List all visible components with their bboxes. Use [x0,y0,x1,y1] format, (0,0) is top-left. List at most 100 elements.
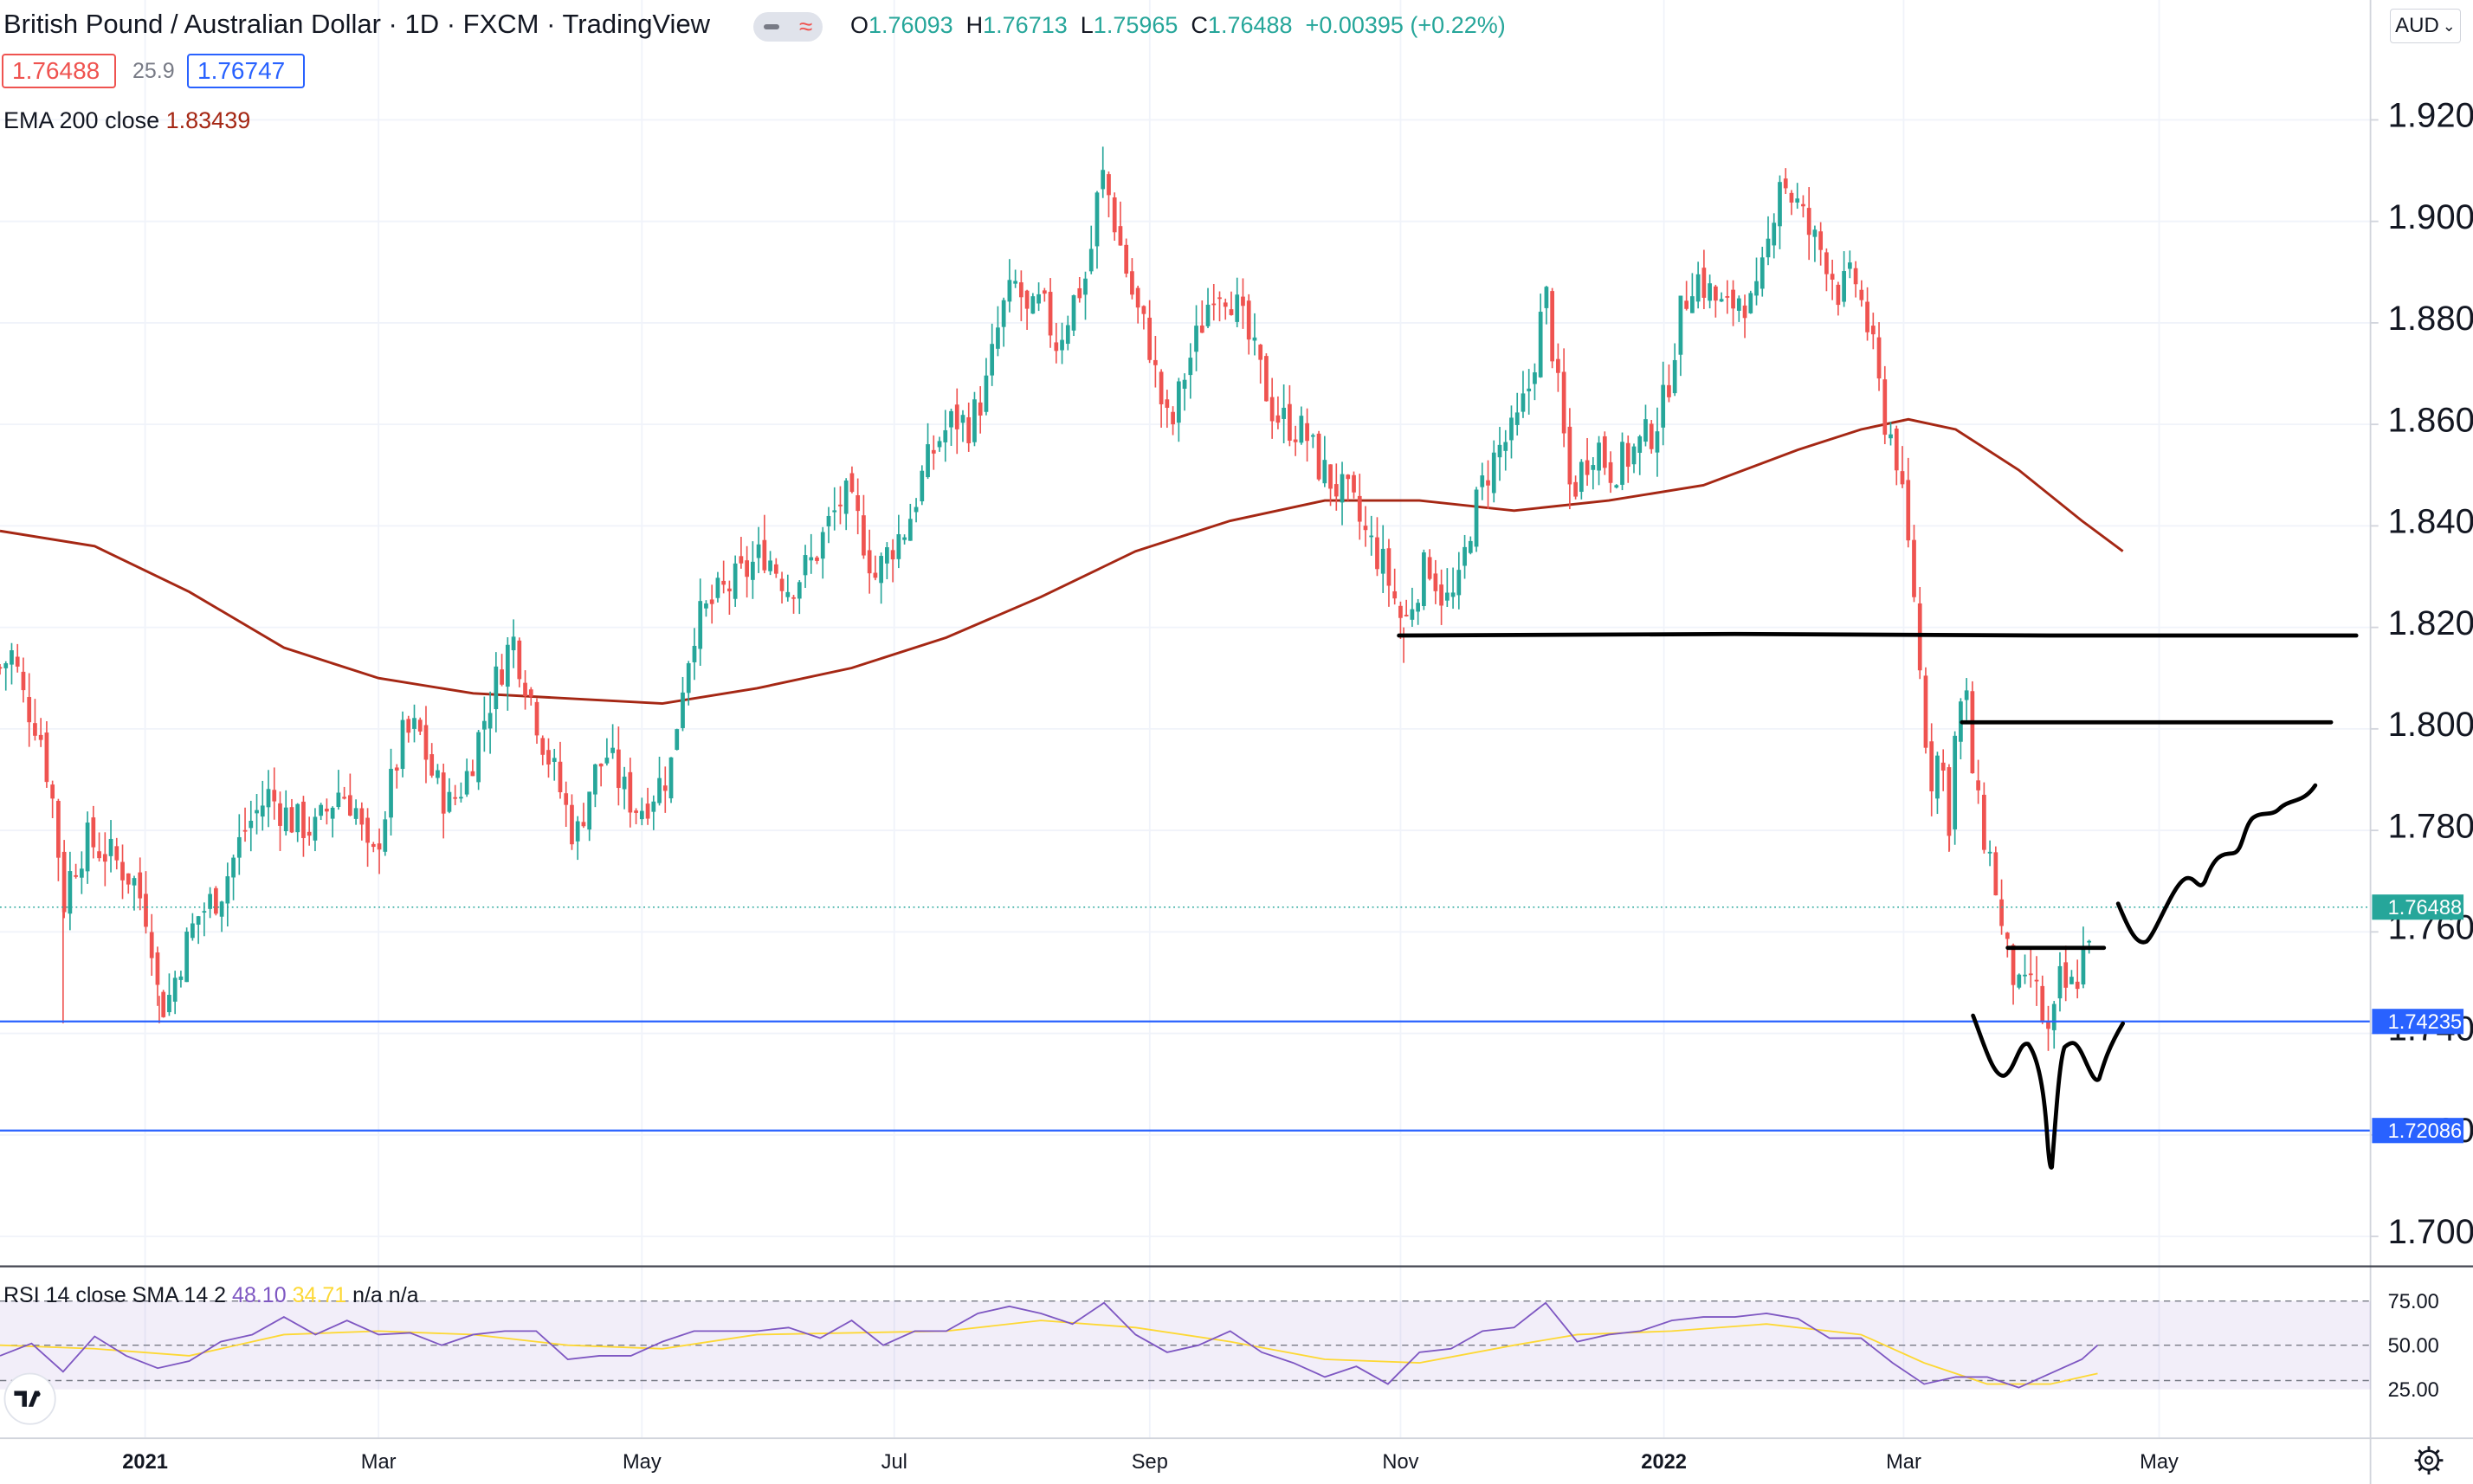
price-axis[interactable]: 1.92000 1.90000 1.88000 1.86000 1.84000 1.820… [2370,97,2473,1252]
candle [1597,436,1601,486]
candle [27,673,32,747]
candle [389,748,393,836]
candle [1789,190,1794,216]
candle [319,803,324,821]
candle [1299,406,1304,445]
candle [365,808,370,868]
candle [172,971,178,1015]
support-lines[interactable] [0,1020,2371,1132]
close-label: C [1191,12,1208,38]
candle [1818,222,1824,266]
visibility-toggle[interactable]: ≈ [753,12,823,42]
candle [862,494,866,559]
price-tick-label: 1.86000 [2388,401,2473,439]
candle [885,542,889,579]
candle [1538,294,1543,378]
buy-price-button[interactable]: 1.76747 [187,54,305,88]
currency-button[interactable]: AUD ⌄ [2390,9,2461,43]
candle [773,558,778,578]
candle [1748,290,1753,314]
price-tick-label: 1.80000 [2388,706,2473,744]
inverse-head-shoulders [1971,1013,2126,1170]
spread-value: 25.9 [132,59,175,83]
candle [1288,384,1292,447]
candle [1521,371,1526,418]
symbol-title[interactable]: British Pound / Australian Dollar · 1D ·… [3,9,711,39]
candle [1060,322,1064,365]
candle [1870,313,1876,350]
candle [1153,335,1158,388]
candle [1824,248,1829,292]
candle [1410,587,1415,627]
candle [803,545,808,589]
candle [657,757,662,806]
candle [1054,322,1059,364]
time-tick-label: Mar [1886,1451,1921,1474]
candle [38,718,43,747]
candle [616,726,621,806]
candle [1637,435,1643,475]
candle [1672,343,1677,397]
candle [167,973,171,1016]
last-price-tag: 1.76488 [2372,894,2464,920]
rsi-legend[interactable]: RSI 14 close SMA 14 2 48.10 34.71 n/a n/… [3,1283,419,1308]
sell-price-button[interactable]: 1.76488 [2,54,116,88]
candle [289,798,294,834]
candle [1795,183,1800,210]
tradingview-logo-icon[interactable] [3,1372,56,1425]
candle [1450,567,1456,610]
ema-legend[interactable]: EMA 200 close 1.83439 [3,107,250,134]
candle [1585,437,1590,487]
rsi-line [0,1301,2099,1389]
candle [353,799,358,825]
candle [1147,300,1153,364]
candle [278,791,282,851]
candle [260,780,265,831]
candle [1107,171,1111,217]
candle [283,790,288,836]
candle [481,696,487,752]
candle [85,811,90,884]
candle [208,887,212,919]
candle [1369,515,1374,556]
candle [1001,297,1006,347]
candle [500,654,504,687]
candle [552,748,557,781]
user-drawings[interactable] [1397,631,2359,1170]
candle [890,539,895,583]
candle [1503,429,1508,471]
candle [1422,549,1426,610]
settings-gear-icon[interactable] [2414,1446,2444,1475]
candle [1859,280,1864,307]
candle [255,794,259,835]
candle [931,435,936,470]
candle [423,706,429,784]
candle [1282,384,1287,444]
candle [2057,952,2063,1012]
candle [1731,280,1735,326]
time-tick-label: May [2140,1451,2179,1474]
candle [1772,213,1777,259]
time-axis[interactable]: 2021 Mar May Jul Sep Nov 2022 Mar May [122,1451,2179,1474]
candle [1719,292,1724,302]
candle [138,857,143,911]
candle [2017,973,2022,990]
candle [1293,425,1298,456]
candle [1094,190,1100,269]
candle [1462,534,1467,579]
candle [1643,404,1648,447]
candle [1375,517,1379,577]
price-tick-label: 1.84000 [2388,503,2473,541]
candle [1165,390,1170,429]
candle [219,900,224,932]
candle [249,800,254,852]
candle [242,807,248,842]
time-tick-label: Mar [361,1451,397,1474]
candle [604,738,610,766]
candle [1124,238,1129,278]
candle [598,763,604,787]
rsi-tick-label: 25.00 [2388,1379,2439,1402]
candle [1766,216,1771,266]
candle [1649,420,1654,454]
